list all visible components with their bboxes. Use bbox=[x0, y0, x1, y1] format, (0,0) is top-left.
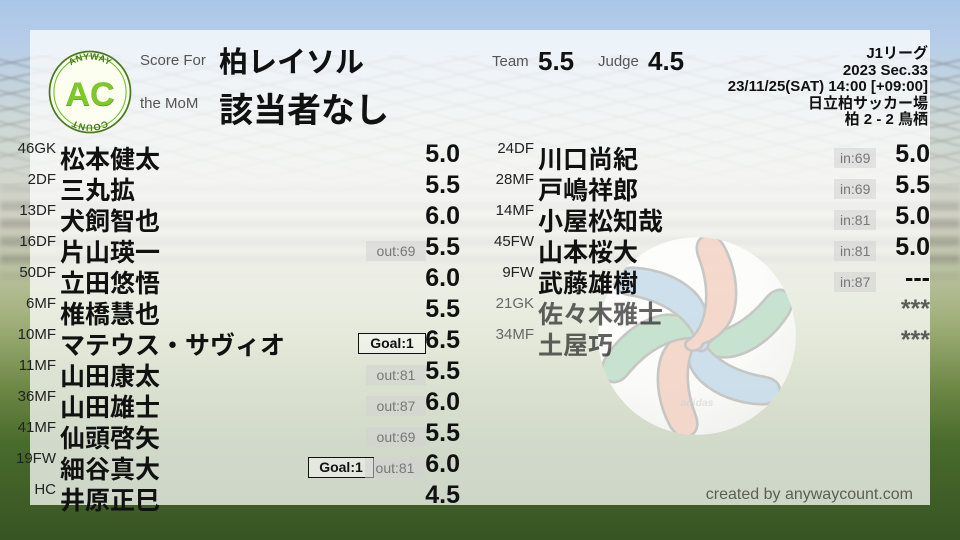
svg-text:AC: AC bbox=[66, 77, 115, 114]
